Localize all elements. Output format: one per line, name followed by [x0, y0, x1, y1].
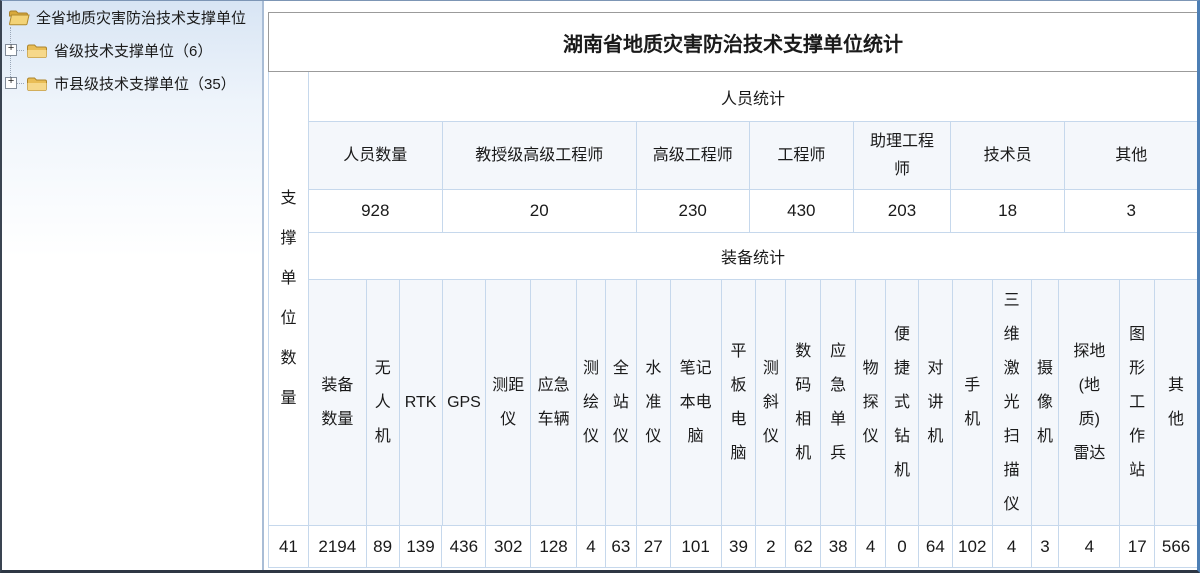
- personnel-col-header: 高级工程师: [635, 122, 749, 189]
- equipment-value-cell: 436: [441, 526, 486, 567]
- equipment-value-cell: 39: [720, 526, 756, 567]
- equipment-col-header: 三 维 激 光 扫 描 仪: [991, 280, 1031, 525]
- equipment-col-header: 应 急 单 兵: [820, 280, 856, 525]
- equipment-col-header: 无 人 机: [365, 280, 399, 525]
- equipment-col-header: 测 绘 仪: [576, 280, 605, 525]
- equipment-col-header: 测距 仪: [485, 280, 531, 525]
- personnel-value-cell: 20: [441, 190, 636, 232]
- equipment-value-cell: 2: [755, 526, 786, 567]
- equipment-value-cell: 302: [485, 526, 531, 567]
- personnel-col-header: 教授级高级工程师: [441, 122, 636, 189]
- tree-item-all-province-units[interactable]: 全省地质灾害防治技术支撑单位: [2, 4, 262, 30]
- equipment-value-cell: 4: [855, 526, 886, 567]
- equipment-value-cell: 63: [604, 526, 636, 567]
- personnel-value-cell: 230: [635, 190, 749, 232]
- personnel-col-header: 其他: [1064, 122, 1197, 189]
- personnel-col-header: 技术员: [949, 122, 1065, 189]
- support-unit-count-value: 41: [269, 526, 309, 567]
- equipment-col-header: 数 码 相 机: [785, 280, 821, 525]
- equipment-value-cell: 27: [635, 526, 670, 567]
- equipment-col-header: 对 讲 机: [917, 280, 952, 525]
- section-equipment-statistics: 装备统计: [309, 233, 1197, 280]
- equipment-value-cell: 38: [820, 526, 856, 567]
- equipment-col-header: 图 形 工 作 站: [1119, 280, 1155, 525]
- equipment-value-cell: 4: [576, 526, 605, 567]
- equipment-col-header: 手 机: [951, 280, 992, 525]
- personnel-value-cell: 3: [1064, 190, 1197, 232]
- expand-plus-icon[interactable]: [5, 44, 17, 56]
- unit-tree: 全省地质灾害防治技术支撑单位 省级技术支撑单位（6） 市县级技术支撑单位（3: [2, 1, 262, 96]
- tree-item-label: 全省地质灾害防治技术支撑单位: [36, 9, 247, 27]
- equipment-col-header: 装备 数量: [309, 280, 366, 525]
- equipment-col-header: 测 斜 仪: [755, 280, 786, 525]
- tree-item-label: 省级技术支撑单位（6）: [54, 42, 213, 60]
- personnel-value-cell: 928: [309, 190, 442, 232]
- equipment-value-cell: 62: [785, 526, 821, 567]
- support-unit-count-header: 支 撑 单 位 数 量: [269, 72, 309, 525]
- tree-item-city-county-units[interactable]: 市县级技术支撑单位（35）: [2, 70, 262, 96]
- equipment-col-header: RTK: [398, 280, 442, 525]
- equipment-value-cell: 139: [398, 526, 442, 567]
- equipment-col-header: 平 板 电 脑: [720, 280, 756, 525]
- equipment-value-cell: 0: [885, 526, 918, 567]
- equipment-col-header: GPS: [441, 280, 486, 525]
- equipment-col-header: 物 探 仪: [855, 280, 886, 525]
- expand-plus-icon[interactable]: [5, 77, 17, 89]
- equipment-header-row: 装备 数量 无 人 机 RTK GPS 测距 仪 应急 车辆 测 绘 仪 全 站…: [309, 280, 1197, 525]
- personnel-value-row: 928 20 230 430 203 18 3: [309, 190, 1197, 233]
- equipment-value-cell: 17: [1119, 526, 1155, 567]
- totals-row: 41 2194 89 139 436 302 128 4 63 27 101 3…: [269, 525, 1197, 567]
- equipment-col-header: 笔记 本电 脑: [669, 280, 721, 525]
- tree-item-provincial-units[interactable]: 省级技术支撑单位（6）: [2, 37, 262, 63]
- equipment-value-cell: 3: [1030, 526, 1059, 567]
- equipment-value-cell: 4: [1058, 526, 1120, 567]
- folder-icon: [27, 77, 47, 91]
- equipment-value-cell: 4: [991, 526, 1031, 567]
- equipment-col-header: 便 捷 式 钻 机: [885, 280, 918, 525]
- equipment-col-header: 全 站 仪: [604, 280, 636, 525]
- sidebar-tree-panel: 全省地质灾害防治技术支撑单位 省级技术支撑单位（6） 市县级技术支撑单位（3: [2, 1, 264, 570]
- equipment-col-header: 其 他: [1154, 280, 1197, 525]
- statistics-grid: 支 撑 单 位 数 量 人员统计 人员数量 教授级高级工程师 高级工程师 工程师…: [268, 72, 1197, 568]
- equipment-value-cell: 566: [1154, 526, 1197, 567]
- open-folder-icon: [8, 10, 30, 25]
- tree-item-label: 市县级技术支撑单位（35）: [54, 75, 236, 93]
- personnel-col-header: 助理工程 师: [853, 122, 950, 189]
- statistics-panel: 湖南省地质灾害防治技术支撑单位统计 支 撑 单 位 数 量 人员统计 人员数量 …: [268, 12, 1197, 568]
- tree-connector-stub: [17, 82, 24, 84]
- equipment-value-cell: 2194: [308, 526, 366, 567]
- equipment-value-cell: 101: [669, 526, 721, 567]
- equipment-value-cell: 102: [951, 526, 992, 567]
- tree-connector-line: [10, 27, 11, 87]
- equipment-col-header: 探地 (地 质) 雷达: [1058, 280, 1120, 525]
- personnel-value-cell: 203: [853, 190, 950, 232]
- equipment-value-cell: 89: [365, 526, 399, 567]
- personnel-value-cell: 430: [748, 190, 854, 232]
- personnel-header-row: 人员数量 教授级高级工程师 高级工程师 工程师 助理工程 师 技术员 其他: [309, 122, 1197, 190]
- personnel-col-header: 工程师: [748, 122, 854, 189]
- tree-connector-stub: [17, 49, 24, 51]
- equipment-value-cell: 64: [917, 526, 952, 567]
- equipment-col-header: 应急 车辆: [530, 280, 577, 525]
- equipment-value-cell: 128: [530, 526, 576, 567]
- personnel-col-header: 人员数量: [309, 122, 442, 189]
- table-title: 湖南省地质灾害防治技术支撑单位统计: [268, 12, 1197, 72]
- section-personnel-statistics: 人员统计: [309, 72, 1197, 122]
- equipment-col-header: 水 准 仪: [635, 280, 670, 525]
- folder-icon: [27, 44, 47, 58]
- personnel-value-cell: 18: [949, 190, 1065, 232]
- equipment-col-header: 摄 像 机: [1030, 280, 1059, 525]
